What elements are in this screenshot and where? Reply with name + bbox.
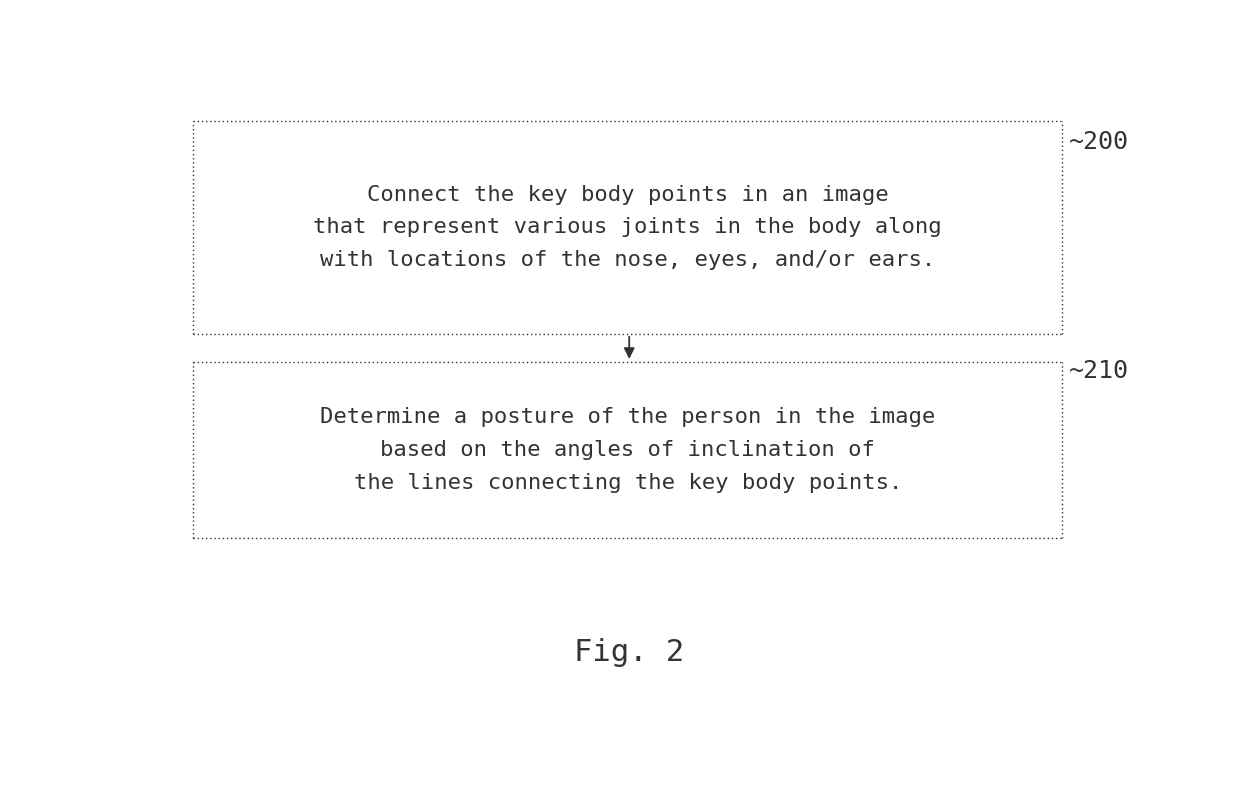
- Text: Fig. 2: Fig. 2: [574, 638, 684, 666]
- Text: Determine a posture of the person in the image
based on the angles of inclinatio: Determine a posture of the person in the…: [320, 407, 935, 492]
- Text: ~200: ~200: [1069, 130, 1129, 154]
- Text: ~210: ~210: [1069, 358, 1129, 383]
- Text: Connect the key body points in an image
that represent various joints in the bod: Connect the key body points in an image …: [313, 184, 942, 270]
